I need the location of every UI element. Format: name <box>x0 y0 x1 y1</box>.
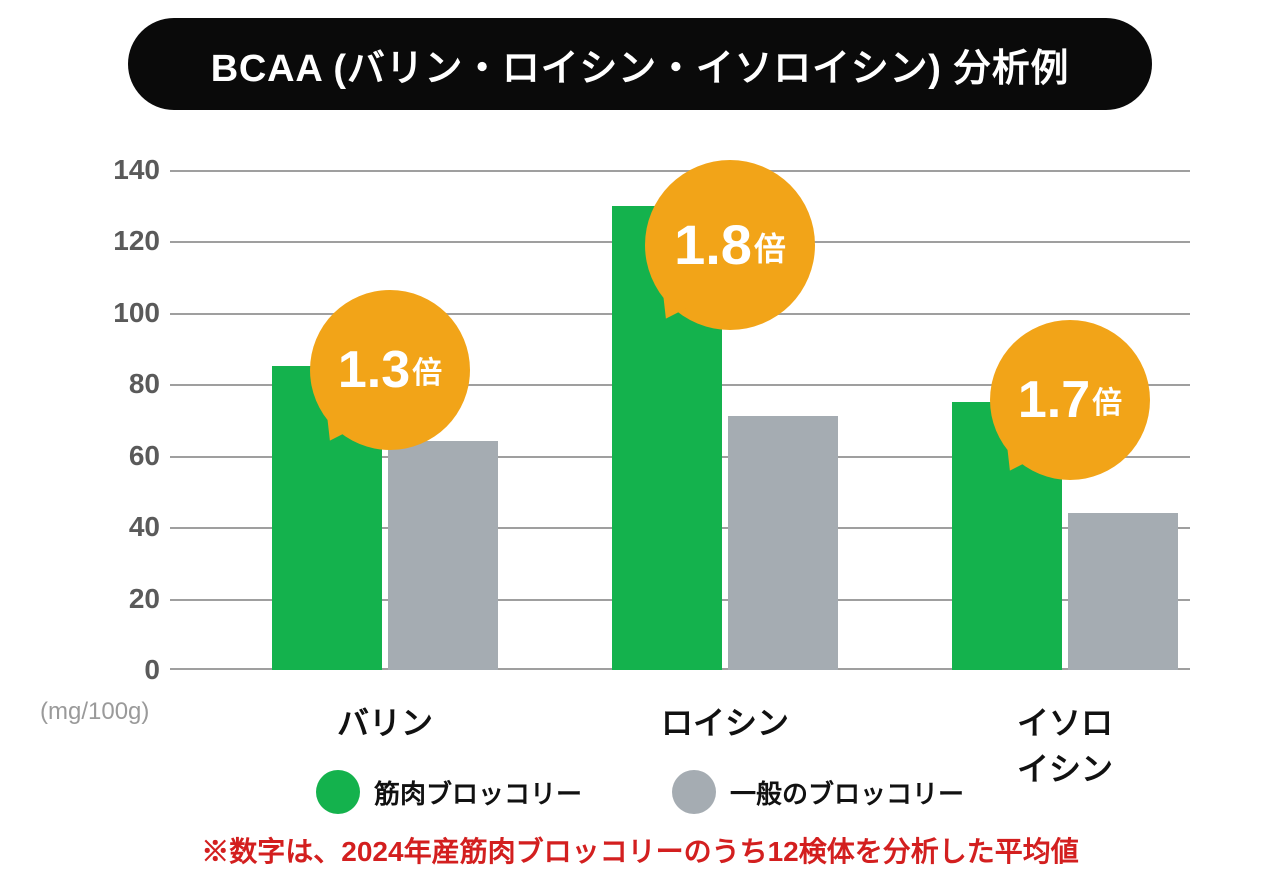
legend-label: 一般のブロッコリー <box>730 774 964 811</box>
category-label: ロイシン <box>661 698 789 744</box>
legend-item-muscle: 筋肉ブロッコリー <box>316 770 582 814</box>
ratio-value: 1.3 <box>338 344 410 396</box>
y-tick-label: 20 <box>90 583 160 615</box>
footnote: ※数字は、2024年産筋肉ブロッコリーのうち12検体を分析した平均値 <box>0 830 1280 870</box>
ratio-badge: 1.3倍 <box>310 290 470 450</box>
legend-item-general: 一般のブロッコリー <box>672 770 964 814</box>
bar <box>388 441 498 670</box>
y-axis-unit: (mg/100g) <box>40 698 149 726</box>
y-tick-label: 60 <box>90 440 160 472</box>
ratio-value: 1.7 <box>1018 374 1090 426</box>
ratio-suffix: 倍 <box>412 359 442 389</box>
chart-title: BCAA (バリン・ロイシン・イソロイシン) 分析例 <box>128 18 1152 110</box>
chart-container: BCAA (バリン・ロイシン・イソロイシン) 分析例 0 20 40 60 80 100 1… <box>0 0 1280 884</box>
y-tick-label: 120 <box>90 225 160 257</box>
ratio-badge: 1.7倍 <box>990 320 1150 480</box>
y-tick-label: 100 <box>90 297 160 329</box>
bar <box>1068 513 1178 670</box>
legend: 筋肉ブロッコリー 一般のブロッコリー <box>0 770 1280 814</box>
category-label: バリン <box>337 698 433 744</box>
plot-area: 020406080100120140バリンロイシンイソロイシン1.3倍1.8倍1… <box>90 170 1190 670</box>
grid-line <box>170 170 1190 172</box>
ratio-suffix: 倍 <box>754 233 786 265</box>
legend-label: 筋肉ブロッコリー <box>374 774 582 811</box>
ratio-suffix: 倍 <box>1092 389 1122 419</box>
y-tick-label: 80 <box>90 368 160 400</box>
legend-swatch-icon <box>672 770 716 814</box>
ratio-badge: 1.8倍 <box>645 160 815 330</box>
legend-swatch-icon <box>316 770 360 814</box>
y-tick-label: 0 <box>90 654 160 686</box>
bar <box>728 416 838 670</box>
y-tick-label: 140 <box>90 154 160 186</box>
ratio-value: 1.8 <box>674 217 752 273</box>
y-tick-label: 40 <box>90 511 160 543</box>
